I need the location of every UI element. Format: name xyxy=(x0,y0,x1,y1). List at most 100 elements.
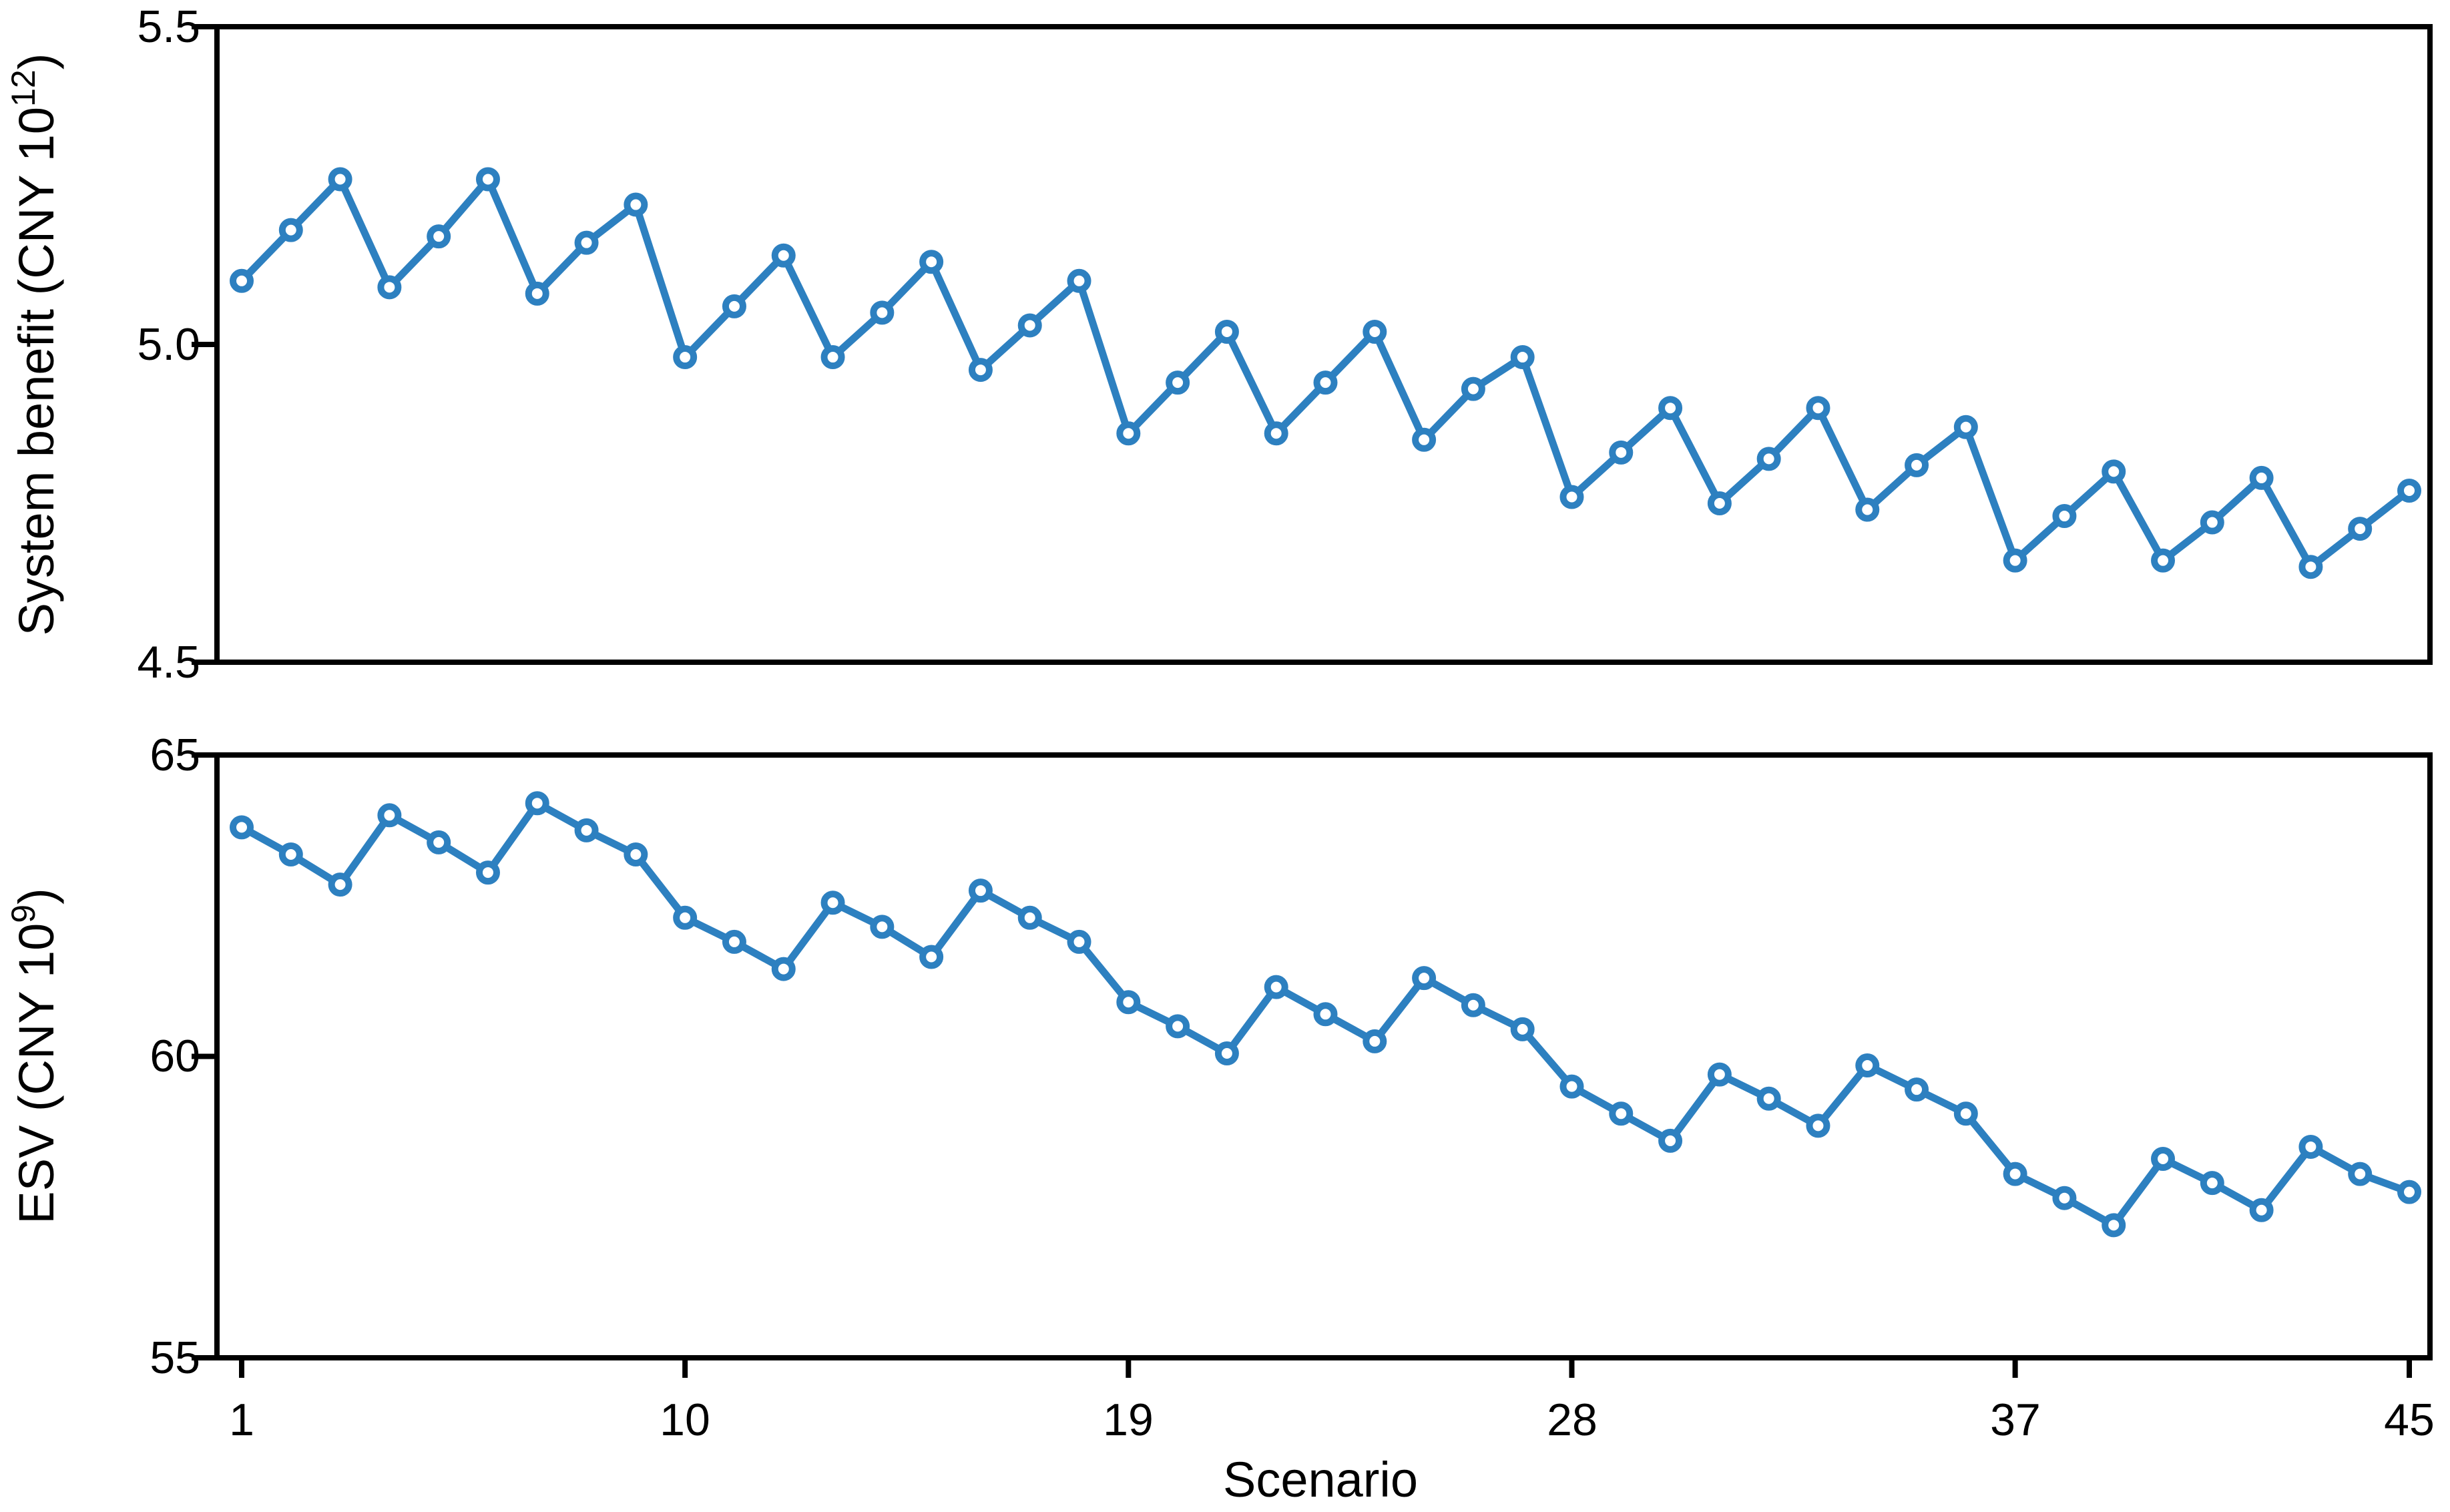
y-tick-label-bottom-60: 60 xyxy=(150,1031,200,1081)
data-point-marker xyxy=(328,167,352,192)
data-point-marker xyxy=(1806,396,1830,421)
system-benefit-series xyxy=(230,167,2421,579)
data-point-marker xyxy=(2397,1180,2421,1204)
data-point-marker xyxy=(1412,966,1437,991)
data-point-marker xyxy=(427,830,451,854)
data-point-marker xyxy=(1313,1002,1338,1027)
esv-series xyxy=(230,791,2421,1238)
data-point-marker xyxy=(1264,421,1288,446)
data-point-marker xyxy=(1313,370,1338,395)
data-point-marker xyxy=(278,842,303,866)
data-point-marker xyxy=(1905,1077,1929,1102)
data-point-marker xyxy=(673,345,698,370)
y-tick-label-top-5_0: 5.0 xyxy=(137,319,200,370)
y-axis-title-close: ) xyxy=(9,888,64,905)
data-point-marker xyxy=(1609,1101,1634,1126)
data-point-marker xyxy=(1806,1113,1830,1138)
y-axis-title-esv: ESV (CNY 109) xyxy=(5,888,64,1224)
data-point-marker xyxy=(475,860,500,885)
x-tick-label-28: 28 xyxy=(1547,1395,1598,1445)
data-point-marker xyxy=(377,803,402,828)
data-point-marker xyxy=(1017,905,1042,930)
data-point-marker xyxy=(2249,1198,2274,1222)
data-point-marker xyxy=(1756,1086,1781,1111)
data-point-marker xyxy=(1264,975,1288,999)
y-axis-title-superscript: 9 xyxy=(5,905,42,923)
x-tick-label-10: 10 xyxy=(660,1395,710,1445)
data-point-marker xyxy=(574,230,599,255)
data-point-marker xyxy=(1855,497,1880,522)
y-tick-label-bottom-55: 55 xyxy=(150,1332,200,1383)
data-point-marker xyxy=(1953,1101,1978,1126)
data-point-marker xyxy=(328,872,352,897)
y-tick-label-top-4_5: 4.5 xyxy=(137,637,200,688)
y-axis-title-text: ESV (CNY 10 xyxy=(9,923,64,1224)
data-point-marker xyxy=(1953,415,1978,439)
data-point-marker xyxy=(919,945,944,969)
x-tick-label-19: 19 xyxy=(1103,1395,1154,1445)
data-point-marker xyxy=(1559,485,1584,509)
data-point-marker xyxy=(771,957,796,981)
data-point-marker xyxy=(1461,376,1485,401)
y-axis-title-close: ) xyxy=(9,53,64,70)
data-point-marker xyxy=(1214,1041,1239,1065)
y-tick-label-top-5_5: 5.5 xyxy=(137,1,200,52)
data-point-marker xyxy=(624,842,648,866)
y-axis-title-superscript: 12 xyxy=(5,69,42,107)
data-point-marker xyxy=(722,294,746,318)
data-point-marker xyxy=(2397,478,2421,503)
data-point-marker xyxy=(1510,345,1535,370)
x-axis-title: Scenario xyxy=(1223,1452,1418,1507)
data-point-marker xyxy=(771,243,796,268)
data-point-marker xyxy=(2151,548,2176,573)
data-point-marker xyxy=(1166,1014,1190,1039)
data-point-marker xyxy=(870,300,895,325)
data-point-marker xyxy=(1559,1074,1584,1099)
y-axis-title-system-benefit: System benefit (CNY 1012) xyxy=(5,53,64,636)
data-point-marker xyxy=(230,815,254,840)
y-axis-title-text: System benefit (CNY 10 xyxy=(9,107,64,636)
data-point-marker xyxy=(1363,1029,1387,1053)
data-point-marker xyxy=(427,224,451,249)
data-point-marker xyxy=(2003,548,2027,573)
data-point-marker xyxy=(722,929,746,954)
data-point-marker xyxy=(2249,465,2274,490)
y-tick-label-bottom-65: 65 xyxy=(150,730,200,780)
data-point-marker xyxy=(1510,1017,1535,1041)
data-point-marker xyxy=(1707,491,1732,515)
data-point-marker xyxy=(2102,459,2126,484)
data-point-marker xyxy=(377,275,402,300)
data-point-marker xyxy=(1905,453,1929,477)
data-point-marker xyxy=(624,192,648,217)
data-point-marker xyxy=(820,891,845,915)
data-point-marker xyxy=(820,345,845,370)
data-point-marker xyxy=(525,791,549,816)
data-point-marker xyxy=(475,167,500,192)
data-point-marker xyxy=(2003,1162,2027,1186)
data-point-marker xyxy=(1166,370,1190,395)
data-point-marker xyxy=(2348,517,2373,541)
plot-frames xyxy=(214,24,2433,1360)
data-point-marker xyxy=(230,268,254,293)
data-point-marker xyxy=(1412,427,1437,452)
data-point-marker xyxy=(1658,396,1683,421)
data-point-marker xyxy=(2151,1147,2176,1172)
data-point-marker xyxy=(2298,1134,2323,1159)
data-point-marker xyxy=(1855,1053,1880,1078)
data-point-marker xyxy=(2052,1186,2077,1210)
data-point-marker xyxy=(525,281,549,306)
plot-frame-bottom xyxy=(214,752,2433,1360)
data-point-marker xyxy=(1707,1062,1732,1087)
data-point-marker xyxy=(2298,555,2323,579)
data-point-marker xyxy=(2200,510,2224,535)
data-point-marker xyxy=(1756,447,1781,471)
data-point-marker xyxy=(673,905,698,930)
data-point-marker xyxy=(1067,929,1091,954)
data-point-marker xyxy=(278,218,303,242)
plot-frame-top xyxy=(214,24,2433,665)
data-point-marker xyxy=(919,250,944,274)
data-point-marker xyxy=(1363,319,1387,344)
x-tick-label-45: 45 xyxy=(2384,1395,2435,1445)
